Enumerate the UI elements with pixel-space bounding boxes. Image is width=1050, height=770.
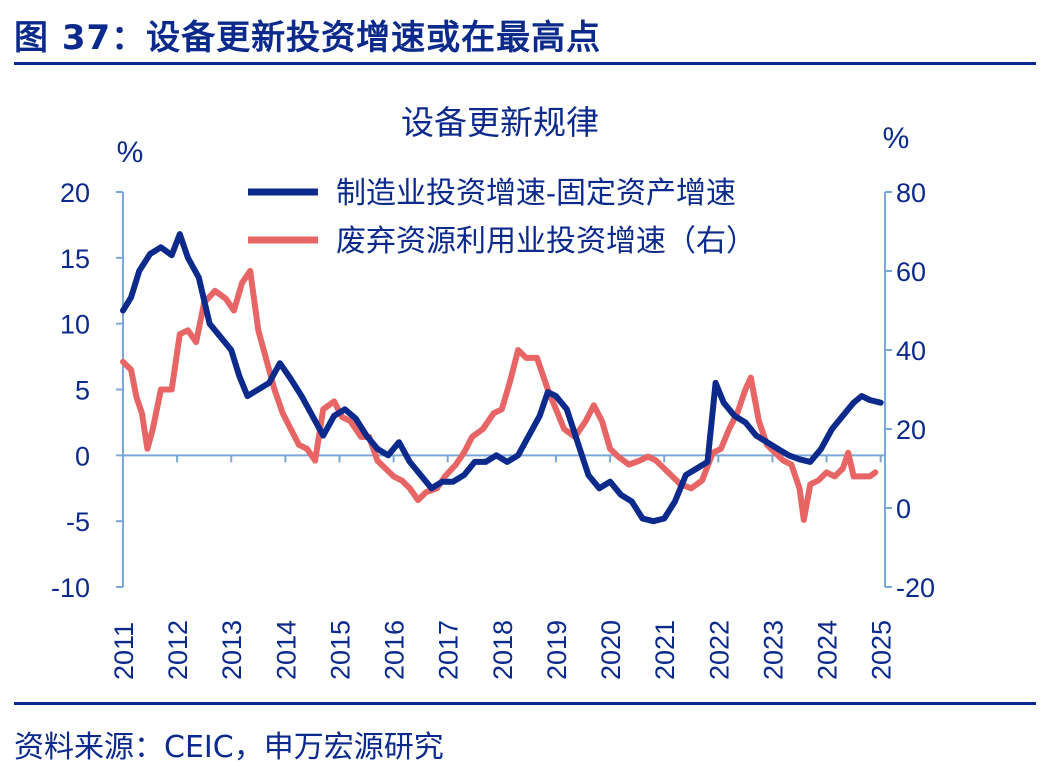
left-tick-label: 10 — [60, 310, 90, 340]
x-tick-label: 2014 — [271, 620, 301, 680]
x-tick-label: 2023 — [758, 620, 788, 680]
left-tick-label: 0 — [75, 441, 90, 471]
x-tick-label: 2025 — [867, 620, 897, 680]
right-tick-label: 40 — [896, 336, 926, 366]
x-tick-label: 2021 — [650, 620, 680, 680]
left-tick-label: 5 — [75, 376, 90, 406]
x-tick-label: 2018 — [488, 620, 518, 680]
legend-label-2: 废弃资源利用业投资增速（右） — [336, 225, 756, 258]
right-tick-label: 0 — [896, 494, 911, 524]
x-tick-label: 2016 — [380, 620, 410, 680]
title-rule — [14, 62, 1036, 65]
x-tick-label: 2020 — [596, 620, 626, 680]
chart-title: 设备更新规律 — [401, 104, 599, 141]
x-tick-label: 2015 — [325, 620, 355, 680]
left-tick-label: -5 — [66, 507, 90, 537]
right-tick-label: 80 — [896, 178, 926, 208]
bottom-rule — [14, 702, 1036, 705]
series-line-2 — [120, 268, 879, 523]
left-tick-label: 15 — [60, 244, 90, 274]
x-tick-label: 2013 — [217, 620, 247, 680]
left-axis-unit: % — [117, 136, 144, 169]
right-axis-unit: % — [883, 122, 910, 155]
left-tick-label: -10 — [51, 573, 90, 603]
right-tick-label: 60 — [896, 257, 926, 287]
right-tick-label: 20 — [896, 415, 926, 445]
x-tick-label: 2011 — [109, 622, 139, 680]
series-line-1 — [120, 231, 884, 525]
x-tick-label: 2017 — [434, 620, 464, 680]
figure-title: 图 37：设备更新投资增速或在最高点 — [14, 18, 602, 58]
right-tick-label: -20 — [896, 573, 935, 603]
legend-label-1: 制造业投资增速-固定资产增速 — [336, 177, 736, 210]
x-tick-label: 2024 — [813, 620, 843, 680]
source-note: 资料来源：CEIC，申万宏源研究 — [14, 730, 444, 765]
x-tick-label: 2022 — [704, 620, 734, 680]
left-tick-label: 20 — [60, 178, 90, 208]
x-tick-label: 2019 — [542, 620, 572, 680]
x-tick-label: 2012 — [163, 620, 193, 680]
